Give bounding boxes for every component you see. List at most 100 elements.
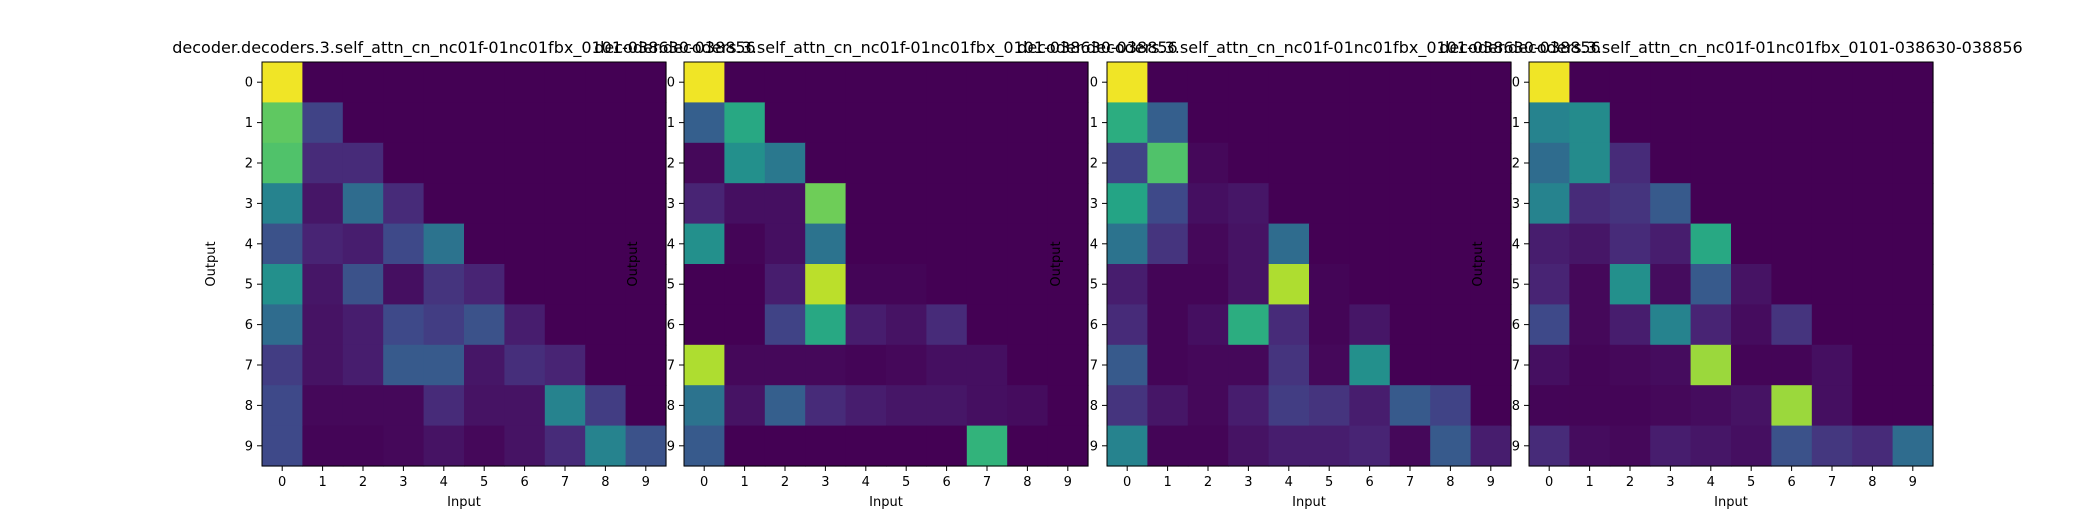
heatmap-cell [724, 142, 766, 184]
heatmap-cell [262, 385, 303, 427]
heatmap-cell [926, 425, 968, 467]
x-tick-label: 3 [399, 475, 407, 490]
x-tick-label: 9 [1487, 475, 1495, 490]
heatmap-cell [464, 425, 505, 467]
heatmap-cell [1430, 62, 1472, 103]
heatmap-cell [1389, 102, 1431, 144]
heatmap-cell [1569, 264, 1611, 305]
heatmap-cell [262, 223, 303, 265]
heatmap-cell [724, 183, 766, 225]
heatmap-cell [1892, 183, 1934, 225]
heatmap-cell [1529, 385, 1570, 427]
y-tick-label: 0 [667, 76, 675, 91]
heatmap-cell [1771, 102, 1813, 144]
heatmap-cell [684, 425, 725, 467]
x-tick-label: 2 [1626, 475, 1634, 490]
x-axis-label: Input [1714, 495, 1748, 510]
heatmap-cell [625, 385, 667, 427]
y-tick-label: 6 [1512, 318, 1520, 333]
heatmap-cell [926, 62, 968, 103]
heatmap-cell [585, 425, 627, 467]
heatmap-cell [1430, 183, 1472, 225]
chart-title: decoder.decoders.3.self_attn_cn_nc01f-01… [1017, 38, 1600, 58]
heatmap-cell [1609, 264, 1651, 305]
heatmap-cell [805, 102, 847, 144]
heatmap-cell [1892, 223, 1934, 265]
heatmap-cell [886, 102, 927, 144]
heatmap-cell [625, 183, 667, 225]
heatmap-cell [1731, 102, 1772, 144]
heatmap-cell [504, 62, 546, 103]
heatmap-cell [1268, 223, 1310, 265]
y-axis-label: Output [1471, 241, 1486, 286]
heatmap-cell [966, 223, 1008, 265]
heatmap-cell [1731, 142, 1772, 184]
plot-frame [261, 61, 667, 467]
heatmap-cell [1852, 385, 1894, 427]
heatmap-cell [1047, 385, 1089, 427]
heatmap-cell [1650, 344, 1692, 386]
heatmap-cell [1349, 304, 1391, 346]
heatmap-cell [1529, 102, 1570, 144]
heatmap-cell [1147, 304, 1189, 346]
heatmap-cell [1187, 344, 1229, 386]
heatmap-cell [1811, 183, 1853, 225]
y-tick-label: 3 [245, 197, 253, 212]
heatmap-cell [1389, 142, 1431, 184]
heatmap-cell [1609, 304, 1651, 346]
heatmap-cell [1228, 62, 1270, 103]
heatmap-cell [342, 102, 384, 144]
heatmap-cell [1430, 425, 1472, 467]
heatmap-cell [1107, 183, 1148, 225]
heatmap-cell [724, 62, 766, 103]
heatmap-cell [1650, 264, 1692, 305]
heatmap-cell [625, 102, 667, 144]
heatmap-cell [1650, 425, 1692, 467]
heatmap-cell [845, 142, 887, 184]
heatmap-cell [423, 425, 465, 467]
heatmap-cell [1470, 344, 1512, 386]
heatmap-cell [625, 264, 667, 305]
heatmap-cell [1650, 385, 1692, 427]
heatmap-cell [342, 223, 384, 265]
heatmap-cell [966, 62, 1008, 103]
heatmap-panel-2: 0 1 2 3 4 5 6 7 8 9 0 1 2 3 4 5 6 7 8 9 Input Output decoder.d… [594, 38, 1177, 510]
heatmap-cell [625, 304, 667, 346]
heatmap-cell [1007, 344, 1049, 386]
heatmap-cell [383, 264, 425, 305]
heatmap-cell [544, 102, 586, 144]
heatmap-cell [423, 142, 465, 184]
heatmap-cell [1690, 62, 1732, 103]
x-tick-label: 6 [520, 475, 528, 490]
heatmap-cell [1529, 304, 1570, 346]
heatmap-cell [926, 102, 968, 144]
heatmap-cell [423, 344, 465, 386]
heatmap-cell [1187, 102, 1229, 144]
heatmap-cell [544, 304, 586, 346]
heatmap-cell [342, 304, 384, 346]
heatmap-cell [1430, 344, 1472, 386]
x-tick-label: 7 [983, 475, 991, 490]
heatmap-cell [585, 102, 627, 144]
x-tick-label: 6 [1365, 475, 1373, 490]
heatmap-cell [342, 183, 384, 225]
heatmap-cell [966, 142, 1008, 184]
x-tick-label: 8 [601, 475, 609, 490]
heatmap-cell [342, 385, 384, 427]
heatmap-cell [1107, 344, 1148, 386]
y-tick-label: 1 [667, 116, 675, 131]
heatmap-cell [1892, 385, 1934, 427]
heatmap-cell [1470, 425, 1512, 467]
heatmap-cell [1228, 102, 1270, 144]
heatmap-cell [1430, 102, 1472, 144]
heatmap-cell [1228, 425, 1270, 467]
heatmap-cell [1430, 385, 1472, 427]
heatmap-cell [1107, 223, 1148, 265]
heatmap-cell [1852, 223, 1894, 265]
heatmap-cell [585, 62, 627, 103]
heatmap-cell [886, 344, 927, 386]
heatmap-cell [1609, 62, 1651, 103]
heatmap-cell [805, 264, 847, 305]
chart-title: decoder.decoders.3.self_attn_cn_nc01f-01… [1439, 38, 2022, 58]
y-axis-label: Output [1049, 241, 1064, 286]
